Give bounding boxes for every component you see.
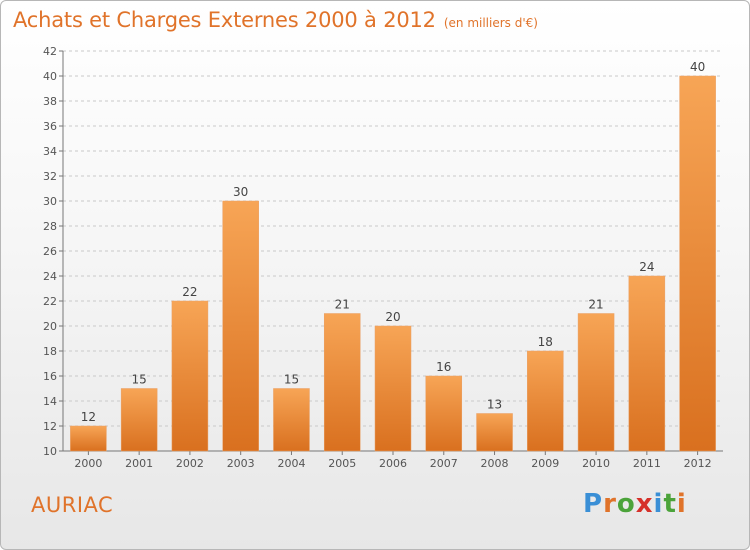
y-tick-label: 10 — [43, 445, 57, 458]
x-tick-label-2006: 2006 — [379, 457, 407, 470]
y-tick-label: 14 — [43, 395, 57, 408]
chart-title: Achats et Charges Externes 2000 à 2012 — [13, 8, 436, 32]
bars — [70, 75, 716, 452]
brand-letter: P — [583, 489, 604, 519]
x-tick-label-2007: 2007 — [430, 457, 458, 470]
data-label-2007: 16 — [436, 360, 451, 374]
data-label-2003: 30 — [233, 185, 248, 199]
bar-2010 — [577, 313, 615, 452]
y-tick-label: 42 — [43, 45, 57, 58]
x-tick-label-2001: 2001 — [125, 457, 153, 470]
y-tick-label: 22 — [43, 295, 57, 308]
data-label-2004: 15 — [284, 373, 299, 387]
x-tick-label-2011: 2011 — [633, 457, 661, 470]
data-label-2012: 40 — [690, 60, 705, 74]
y-tick-label: 24 — [43, 270, 57, 283]
data-label-2009: 18 — [538, 335, 553, 349]
x-tick-label-2012: 2012 — [684, 457, 712, 470]
y-tick-label: 26 — [43, 245, 57, 258]
y-tick-label: 34 — [43, 145, 57, 158]
bar-2009 — [527, 350, 564, 452]
bar-2008 — [476, 413, 513, 452]
bar-2001 — [120, 388, 158, 452]
axes: 10 12 14 16 18 20 22 24 26 28 30 32 34 36 38 40 42 2000 20… — [43, 45, 723, 470]
bar-2007 — [425, 375, 463, 452]
proxiti-logo: Proxiti — [583, 489, 687, 519]
data-label-2006: 20 — [385, 310, 400, 324]
place-name: AURIAC — [31, 493, 114, 517]
bar-2011 — [628, 275, 666, 452]
y-tick-label: 28 — [43, 220, 57, 233]
y-tick-label: 12 — [43, 420, 57, 433]
y-tick-label: 40 — [43, 70, 57, 83]
bar-2004 — [273, 388, 310, 452]
brand-letter: t — [663, 489, 677, 519]
x-tick-label-2005: 2005 — [328, 457, 356, 470]
bar-2000 — [70, 425, 107, 452]
bar-2012 — [679, 75, 716, 452]
x-tick-label-2002: 2002 — [176, 457, 204, 470]
y-tick-label: 30 — [43, 195, 57, 208]
bar-2003 — [222, 200, 259, 452]
bar-2006 — [374, 325, 412, 452]
y-tick-label: 16 — [43, 370, 57, 383]
data-label-2011: 24 — [639, 260, 654, 274]
chart-subtitle: (en milliers d'€) — [443, 16, 538, 30]
data-label-2002: 22 — [182, 285, 197, 299]
brand-letter: o — [616, 489, 636, 519]
x-tick-label-2000: 2000 — [74, 457, 102, 470]
data-label-2005: 21 — [335, 298, 350, 312]
y-tick-label: 20 — [43, 320, 57, 333]
y-tick-label: 18 — [43, 345, 57, 358]
y-tick-label: 32 — [43, 170, 57, 183]
x-tick-label-2009: 2009 — [531, 457, 559, 470]
bar-2002 — [171, 300, 209, 452]
data-label-2008: 13 — [487, 398, 502, 412]
x-tick-label-2004: 2004 — [277, 457, 305, 470]
bar-2005 — [323, 313, 361, 452]
data-label-2010: 21 — [588, 298, 603, 312]
brand-letter: i — [653, 489, 664, 519]
labels: 12 15 22 30 15 21 20 16 13 18 21 24 40 — [81, 60, 706, 424]
x-tick-label-2003: 2003 — [227, 457, 255, 470]
x-tick-label-2008: 2008 — [481, 457, 509, 470]
x-tick-label-2010: 2010 — [582, 457, 610, 470]
brand-letter: r — [603, 489, 617, 519]
chart-title-row: Achats et Charges Externes 2000 à 2012 (e… — [13, 5, 538, 38]
data-label-2001: 15 — [132, 373, 147, 387]
data-label-2000: 12 — [81, 410, 96, 424]
y-tick-label: 36 — [43, 120, 57, 133]
brand-letter: x — [635, 489, 654, 519]
y-tick-label: 38 — [43, 95, 57, 108]
brand-letter: i — [676, 489, 687, 519]
